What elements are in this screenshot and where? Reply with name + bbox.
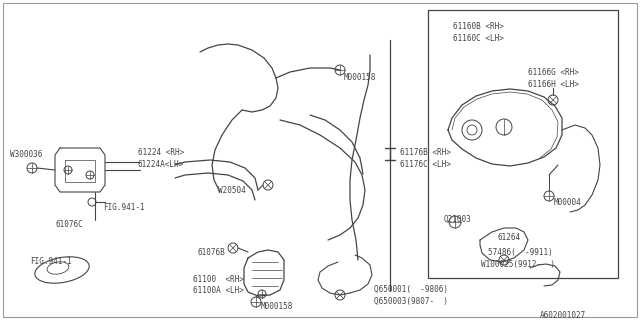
Bar xyxy=(428,10,618,278)
Text: W20504: W20504 xyxy=(218,186,246,195)
Text: M00004: M00004 xyxy=(554,198,582,207)
Text: 61224A<LH>: 61224A<LH> xyxy=(138,160,184,169)
Text: W300036: W300036 xyxy=(10,150,42,159)
Text: FIG.941-1: FIG.941-1 xyxy=(30,257,72,266)
Text: Q650003(9807-  ): Q650003(9807- ) xyxy=(374,297,448,306)
Text: 61160B <RH>: 61160B <RH> xyxy=(453,22,504,31)
Text: 61076C: 61076C xyxy=(55,220,83,229)
Text: 57486(  -9911): 57486( -9911) xyxy=(488,248,553,257)
Text: 61264: 61264 xyxy=(498,233,521,242)
Text: 61166H <LH>: 61166H <LH> xyxy=(528,80,579,89)
Text: 61224 <RH>: 61224 <RH> xyxy=(138,148,184,157)
Text: 61166G <RH>: 61166G <RH> xyxy=(528,68,579,77)
Text: Q21003: Q21003 xyxy=(444,215,472,224)
Text: M000158: M000158 xyxy=(344,73,376,82)
Text: 61100A <LH>: 61100A <LH> xyxy=(193,286,244,295)
Text: W100025(9912-  ): W100025(9912- ) xyxy=(481,260,555,269)
Text: 61100  <RH>: 61100 <RH> xyxy=(193,275,244,284)
Text: 61176C <LH>: 61176C <LH> xyxy=(400,160,451,169)
Text: 61160C <LH>: 61160C <LH> xyxy=(453,34,504,43)
Text: 61076B: 61076B xyxy=(198,248,226,257)
Text: A602001027: A602001027 xyxy=(540,311,586,320)
Text: Q650001(  -9806): Q650001( -9806) xyxy=(374,285,448,294)
Text: 61176B <RH>: 61176B <RH> xyxy=(400,148,451,157)
Text: M000158: M000158 xyxy=(261,302,293,311)
Text: FIG.941-1: FIG.941-1 xyxy=(103,203,145,212)
